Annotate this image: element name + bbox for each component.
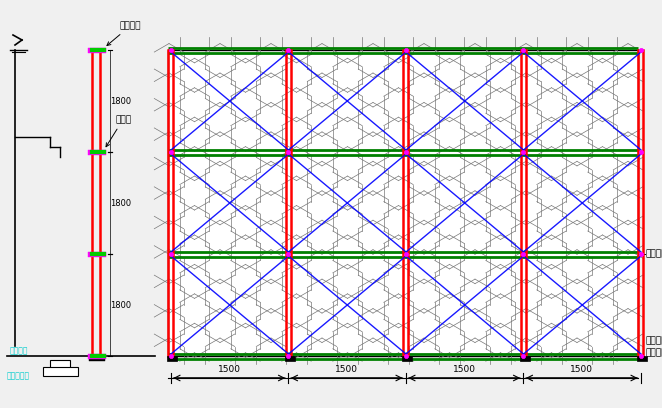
- Bar: [90, 150, 94, 154]
- Bar: [520, 356, 530, 361]
- Bar: [94, 354, 98, 358]
- Text: 1800: 1800: [110, 97, 131, 106]
- Bar: [102, 150, 106, 154]
- Bar: [102, 48, 106, 52]
- Text: 1500: 1500: [335, 365, 358, 374]
- Bar: [102, 252, 106, 256]
- Bar: [89, 357, 105, 361]
- Bar: [94, 48, 98, 52]
- Bar: [88, 47, 106, 53]
- Bar: [167, 356, 177, 361]
- Text: 脚手板: 脚手板: [106, 115, 131, 147]
- Text: 外架砖基础: 外架砖基础: [7, 372, 30, 381]
- Bar: [285, 356, 295, 361]
- Bar: [90, 48, 94, 52]
- Bar: [98, 354, 102, 358]
- Bar: [90, 354, 94, 358]
- Bar: [88, 251, 106, 257]
- Bar: [168, 50, 638, 356]
- Text: 1800: 1800: [110, 199, 131, 208]
- Bar: [94, 150, 98, 154]
- Bar: [88, 353, 106, 359]
- Text: 钉管水平杆: 钉管水平杆: [646, 250, 662, 259]
- Bar: [98, 252, 102, 256]
- Text: 安全立网: 安全立网: [107, 21, 142, 46]
- Text: 1500: 1500: [218, 365, 241, 374]
- Bar: [90, 252, 94, 256]
- Bar: [50, 360, 70, 368]
- Text: 1500: 1500: [570, 365, 593, 374]
- Bar: [88, 149, 106, 155]
- Text: 钉管剪刀撑: 钉管剪刀撑: [646, 348, 662, 357]
- Bar: [102, 354, 106, 358]
- Bar: [98, 150, 102, 154]
- Bar: [637, 356, 647, 361]
- Text: 自然地面: 自然地面: [10, 346, 28, 355]
- Text: 钉管立杆: 钉管立杆: [646, 337, 662, 346]
- Bar: [94, 252, 98, 256]
- Bar: [43, 367, 78, 376]
- Text: 1800: 1800: [110, 301, 131, 310]
- Bar: [98, 48, 102, 52]
- Bar: [402, 356, 412, 361]
- Text: 1500: 1500: [453, 365, 476, 374]
